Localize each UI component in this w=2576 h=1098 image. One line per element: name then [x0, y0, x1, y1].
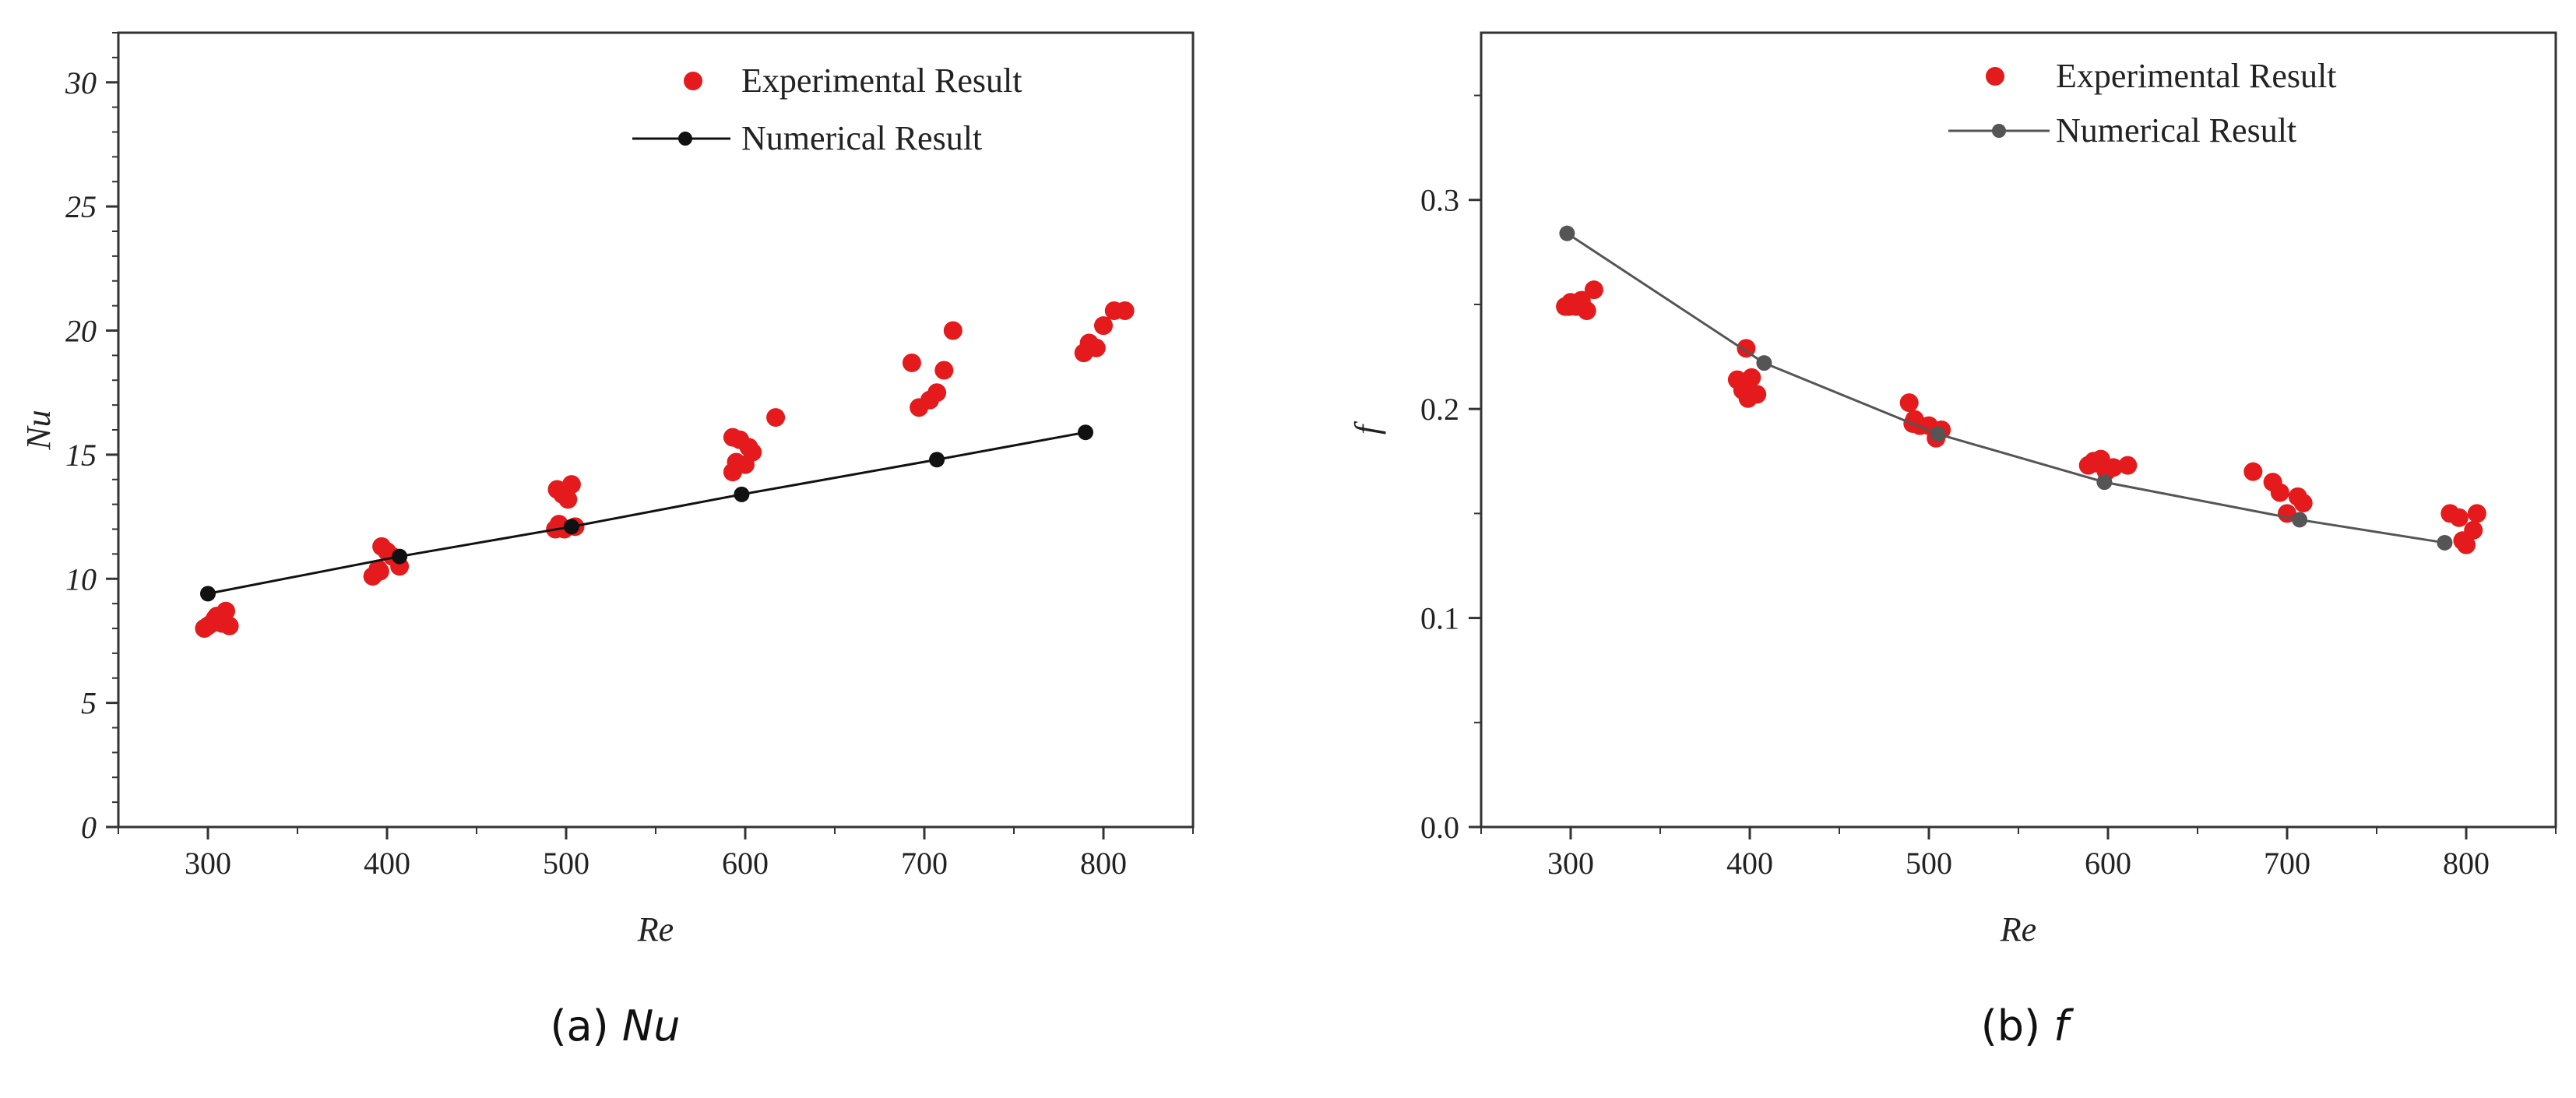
chart-b-experimental-point — [1577, 301, 1596, 320]
chart-a-y-tick-label: 15 — [65, 438, 97, 473]
chart-a-numerical-point — [1078, 424, 1093, 441]
chart-b-numerical-point — [1930, 426, 1946, 442]
chart-b-legend-marker-experimental — [1986, 67, 2004, 86]
chart-a-numerical-point — [929, 452, 945, 468]
chart-a-y-tick-label: 0 — [81, 810, 97, 845]
chart-b-numerical-point — [1559, 225, 1575, 241]
chart-b-x-tick-label: 800 — [2443, 846, 2490, 881]
chart-b-experimental-point — [2453, 531, 2472, 551]
chart-a-legend-marker-experimental — [684, 72, 702, 90]
chart-b-legend-label-experimental: Experimental Result — [2056, 57, 2336, 95]
chart-b-f-vs-re: 300 400 500 600 700 800 0.0 0.1 0.2 0.3 Re f Expe… — [1348, 31, 2557, 1050]
chart-b-experimental-point — [2449, 508, 2469, 527]
chart-a-experimental-point — [766, 408, 786, 428]
chart-a-x-tick-label: 800 — [1080, 846, 1127, 881]
chart-b-x-tick-label: 700 — [2264, 846, 2310, 881]
chart-a-experimental-point — [199, 616, 217, 635]
chart-b-legend-label-numerical: Numerical Result — [2056, 111, 2296, 150]
chart-a-data — [195, 301, 1135, 638]
chart-a-x-tick-label: 400 — [364, 846, 410, 881]
chart-a-caption: (a) Nu — [550, 1001, 680, 1050]
chart-b-y-tick-label: 0.1 — [1420, 601, 1459, 636]
chart-a-experimental-point — [220, 616, 239, 635]
chart-b-x-tick-label: 400 — [1726, 846, 1773, 881]
chart-a-x-tick-label: 600 — [722, 846, 769, 881]
chart-b-numerical-point — [2292, 512, 2308, 528]
chart-b-x-axis-label: Re — [2000, 910, 2036, 948]
chart-a-x-tick-label: 700 — [901, 846, 948, 881]
chart-b-data — [1556, 225, 2486, 554]
chart-b-y-tick-label: 0.3 — [1420, 183, 1459, 218]
chart-a-experimental-point — [561, 475, 581, 494]
chart-b-plot-frame — [1480, 31, 2557, 829]
chart-a-legend: Experimental Result Numerical Result — [632, 62, 1022, 157]
chart-a-numerical-point — [200, 586, 216, 602]
chart-b-experimental-point — [2270, 483, 2289, 502]
chart-a-experimental-point — [1086, 338, 1106, 357]
chart-b-y-tick-label: 0.0 — [1420, 810, 1459, 845]
chart-a-experimental-point — [943, 321, 962, 340]
chart-a-experimental-point — [1094, 316, 1113, 336]
chart-a-y-tick-label: 20 — [65, 314, 97, 349]
chart-a-experimental-point — [902, 353, 921, 372]
chart-a-y-tick-label: 10 — [65, 561, 97, 597]
chart-b-x-tick-label: 500 — [1906, 846, 1952, 881]
chart-b-experimental-point — [2293, 493, 2313, 512]
chart-b-experimental-point — [1738, 389, 1758, 408]
chart-a-x-axis-label: Re — [637, 910, 674, 948]
chart-b-legend: Experimental Result Numerical Result — [1948, 57, 2336, 150]
chart-a-x-tick-label: 300 — [185, 846, 231, 881]
chart-b-experimental-point — [2088, 453, 2107, 473]
chart-b-numerical-line — [1566, 232, 2445, 544]
chart-a-y-axis-label: Nu — [19, 410, 58, 450]
chart-b-caption-symbol: f — [2053, 1001, 2074, 1050]
chart-b-experimental-point — [2243, 462, 2263, 481]
chart-a-x-tick-label: 500 — [543, 846, 589, 881]
chart-a-numerical-point — [392, 548, 408, 565]
chart-a-y-tick-label: 5 — [81, 686, 97, 721]
chart-a-legend-label-experimental: Experimental Result — [741, 62, 1022, 100]
chart-a-experimental-point — [743, 442, 762, 462]
chart-a-caption-prefix: (a) — [550, 1001, 621, 1050]
chart-a-ticks: 300 400 500 600 700 800 0 5 10 15 20 25 30 — [65, 32, 1194, 881]
chart-a-plot-frame — [117, 31, 1195, 829]
chart-a-numerical-point — [734, 486, 750, 502]
chart-a-y-tick-label: 25 — [65, 189, 97, 224]
chart-b-experimental-point — [2467, 504, 2486, 523]
chart-b-x-tick-label: 600 — [2085, 846, 2131, 881]
chart-b-caption-prefix: (b) — [1981, 1001, 2054, 1050]
chart-b-experimental-point — [2118, 456, 2138, 475]
chart-a-numerical-point — [563, 519, 579, 535]
chart-a-legend-marker-numerical — [678, 132, 692, 146]
chart-a-experimental-point — [547, 480, 567, 499]
chart-b-experimental-point — [1559, 297, 1578, 316]
chart-b-x-tick-label: 300 — [1547, 846, 1594, 881]
chart-a-numerical-line — [207, 431, 1086, 595]
chart-b-experimental-point — [1584, 280, 1603, 300]
chart-b-y-tick-label: 0.2 — [1420, 392, 1459, 427]
chart-b-caption: (b) f — [1981, 1001, 2075, 1050]
chart-a-y-tick-label: 30 — [65, 65, 97, 100]
chart-a-experimental-point — [1115, 301, 1135, 320]
chart-b-ticks: 300 400 500 600 700 800 0.0 0.1 0.2 0.3 — [1420, 94, 2557, 881]
chart-b-experimental-point — [1742, 368, 1761, 387]
chart-b-experimental-point — [2103, 458, 2123, 477]
chart-b-numerical-point — [1756, 355, 1772, 371]
chart-b-numerical-point — [2096, 474, 2113, 491]
chart-a-experimental-point — [927, 383, 947, 403]
chart-b-legend-marker-numerical — [1992, 124, 2006, 138]
chart-a-experimental-point — [723, 428, 742, 447]
chart-b-numerical-point — [2437, 534, 2453, 551]
chart-b-y-axis-label: f — [1348, 421, 1386, 435]
chart-a-caption-symbol: Nu — [622, 1001, 681, 1050]
chart-a-experimental-point — [370, 561, 389, 581]
chart-b-experimental-point — [1899, 393, 1919, 413]
chart-a-nu-vs-re: 300 400 500 600 700 800 0 5 10 15 20 25 30 Re Nu Exp… — [19, 31, 1195, 1050]
chart-a-experimental-point — [934, 361, 954, 380]
chart-a-legend-label-numerical: Numerical Result — [741, 119, 982, 157]
